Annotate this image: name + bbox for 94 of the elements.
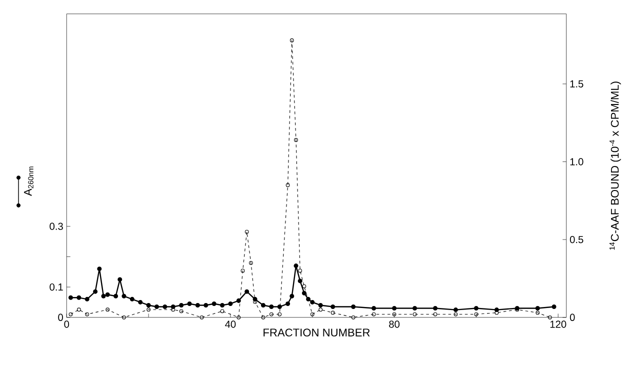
point	[187, 302, 192, 306]
point	[146, 303, 151, 308]
x-tick-label: 0	[64, 320, 70, 328]
point	[277, 304, 282, 310]
point	[330, 310, 335, 315]
point	[162, 304, 168, 310]
point	[298, 268, 302, 273]
point	[306, 296, 311, 302]
point	[200, 316, 204, 320]
point	[228, 302, 233, 306]
point	[392, 312, 396, 316]
point	[453, 308, 458, 312]
point	[294, 264, 298, 268]
point	[372, 306, 376, 311]
point	[220, 303, 225, 308]
point	[432, 306, 438, 311]
y2-tick-label: 0.5	[570, 236, 584, 244]
point	[433, 312, 438, 316]
point	[154, 304, 159, 310]
point	[240, 268, 245, 273]
point	[298, 278, 302, 284]
point	[138, 300, 143, 305]
point	[290, 294, 294, 298]
point	[412, 306, 418, 311]
point	[286, 302, 290, 306]
point	[114, 294, 118, 298]
x-axis-title: FRACTION NUMBER	[264, 328, 370, 336]
point	[351, 316, 356, 320]
point	[278, 312, 282, 316]
point	[474, 312, 478, 316]
point	[286, 183, 290, 188]
point	[330, 304, 336, 310]
point	[97, 266, 102, 272]
point	[372, 312, 376, 316]
point	[204, 303, 208, 308]
point	[392, 306, 397, 311]
point	[244, 289, 250, 294]
y-axis-title: A$_{260nm}$	[24, 166, 34, 196]
point	[93, 289, 98, 294]
point	[68, 295, 73, 300]
point	[454, 312, 458, 316]
point	[122, 294, 126, 298]
point	[105, 292, 110, 297]
point	[244, 230, 249, 234]
point	[236, 298, 241, 304]
point	[122, 316, 126, 320]
point	[536, 310, 540, 315]
point	[548, 316, 552, 320]
point	[130, 296, 134, 302]
point	[269, 304, 274, 310]
point	[351, 304, 356, 310]
point	[302, 290, 306, 296]
y-tick-label: 0	[58, 314, 63, 322]
point	[552, 304, 556, 310]
point	[249, 261, 253, 265]
point	[310, 312, 314, 316]
point	[290, 38, 294, 42]
point	[220, 309, 224, 314]
x-tick-label: 40	[225, 320, 236, 328]
point	[76, 308, 81, 312]
point	[294, 138, 298, 142]
y2-tick-label: 1.0	[570, 158, 584, 166]
point	[260, 303, 266, 308]
point	[412, 312, 417, 316]
point	[310, 300, 315, 305]
point	[146, 308, 150, 312]
point	[171, 308, 176, 312]
point	[76, 295, 82, 300]
point	[85, 312, 90, 316]
point	[179, 309, 184, 314]
point	[494, 310, 499, 315]
point	[118, 277, 122, 282]
point	[101, 294, 106, 298]
y-tick-label: 0.3	[50, 222, 63, 230]
y-tick-label: 0.1	[50, 284, 63, 291]
y2-axis-title: $^{14}$C-AAF BOUND (10$^{-4}$ x CPM/ML)	[610, 82, 621, 250]
point	[236, 316, 241, 320]
y2-tick-label: 1.5	[570, 80, 584, 88]
point	[179, 303, 184, 308]
x-tick-label: 80	[389, 320, 400, 328]
point	[318, 308, 323, 312]
point	[195, 303, 200, 308]
point	[106, 308, 110, 312]
point	[269, 312, 274, 316]
point	[68, 312, 73, 316]
y2-tick-label: 0	[570, 314, 575, 322]
x-tick-label: 120	[550, 320, 566, 328]
point	[302, 284, 306, 288]
point	[84, 296, 90, 302]
point	[261, 316, 266, 320]
point	[535, 306, 540, 311]
point	[474, 306, 478, 311]
point	[318, 303, 323, 308]
point	[212, 302, 216, 306]
